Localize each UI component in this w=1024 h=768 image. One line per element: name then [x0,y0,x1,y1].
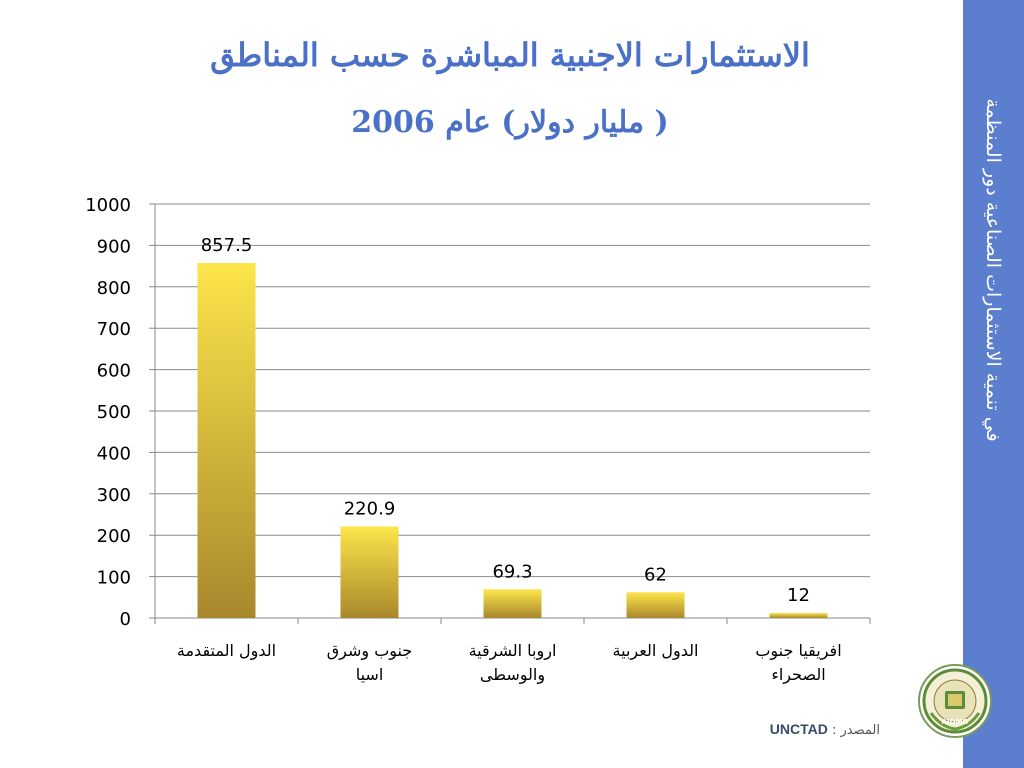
bar-0 [197,262,256,618]
bar-1 [340,526,399,618]
data-label-1: 220.9 [344,499,396,520]
bar-chart: 0 100 200 300 400 500 600 700 800 900 1000 857.5 الد… [85,195,871,685]
data-label-2: 69.3 [492,561,532,582]
y-tick-label-1000: 1000 [85,195,131,216]
y-tick-label-800: 800 [97,278,131,299]
x-tick-label-0-0: الدول المتقدمة [177,641,276,661]
logo-lettering: AIDMO [942,718,969,726]
source-note: المصدر : UNCTAD [720,721,880,738]
x-tick-label-2-0: اروبا الشرقية [469,641,557,661]
x-tick-label-1-0: جنوب وشرق [327,641,413,661]
sidebar-title: في تنمية الاستثمارات الصناعية دور المنظم… [982,98,1004,442]
y-tick-label-200: 200 [97,526,131,547]
bar-4 [769,613,828,618]
x-tick-label-1-1: اسيا [356,665,384,684]
x-tick-label-4-1: الصحراء [771,665,825,685]
organization-logo: AIDMO [918,664,992,738]
bar-3 [626,592,685,618]
data-label-3: 62 [644,564,667,585]
bar-2 [483,589,542,618]
slide-subtitle: ( مليار دولار) عام 2006 [351,105,669,140]
y-tick-label-900: 900 [97,236,131,257]
x-tick-label-3-0: الدول العربية [613,641,699,661]
sidebar-strip [963,0,1024,768]
y-tick-label-400: 400 [97,443,131,464]
data-label-4: 12 [787,585,810,606]
data-label-0: 857.5 [201,235,253,256]
y-tick-label-700: 700 [97,319,131,340]
x-tick-label-2-1: والوسطى [480,665,545,685]
y-tick-label-600: 600 [97,361,131,382]
y-tick-label-0: 0 [120,609,131,630]
y-tick-label-500: 500 [97,402,131,423]
y-tick-label-100: 100 [97,568,131,589]
source-org: UNCTAD [769,721,828,737]
source-label: المصدر : [832,723,880,738]
x-tick-label-4-0: افريقيا جنوب [755,641,841,661]
slide-title: الاستثمارات الاجنبية المباشرة حسب المناط… [210,36,810,74]
y-tick-label-300: 300 [97,485,131,506]
